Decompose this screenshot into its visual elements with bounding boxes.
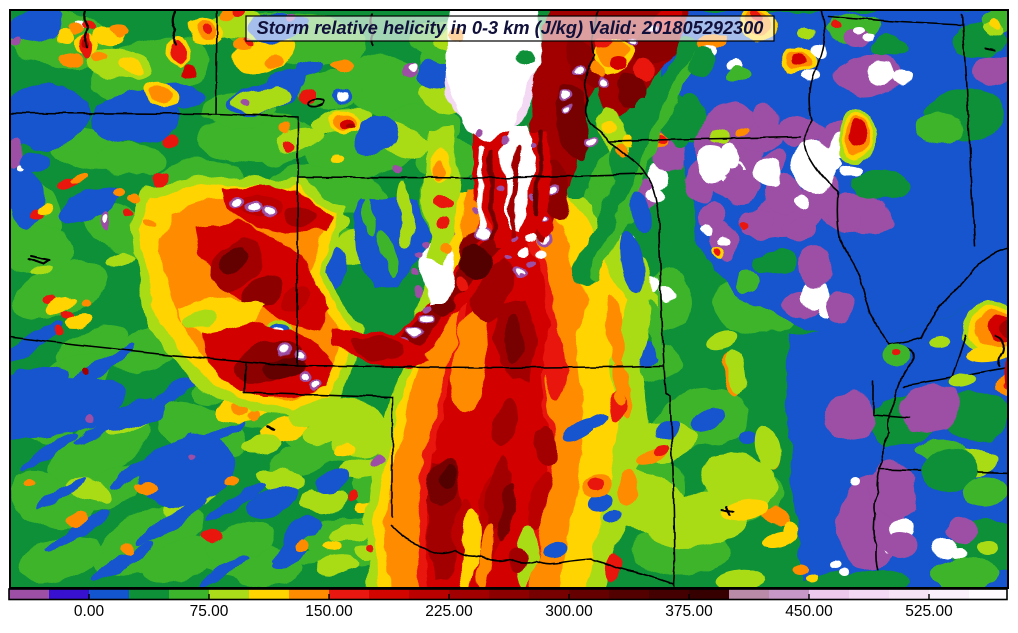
svg-text:525.00: 525.00 — [905, 603, 953, 620]
svg-text:375.00: 375.00 — [665, 603, 713, 620]
svg-text:225.00: 225.00 — [425, 603, 473, 620]
svg-text:0.00: 0.00 — [74, 603, 105, 620]
svg-text:75.00: 75.00 — [190, 603, 229, 620]
svg-text:150.00: 150.00 — [305, 603, 353, 620]
svg-text:Storm relative helicity in 0-3: Storm relative helicity in 0-3 km (J/kg)… — [257, 18, 764, 38]
svg-text:300.00: 300.00 — [545, 603, 593, 620]
svg-text:450.00: 450.00 — [785, 603, 833, 620]
